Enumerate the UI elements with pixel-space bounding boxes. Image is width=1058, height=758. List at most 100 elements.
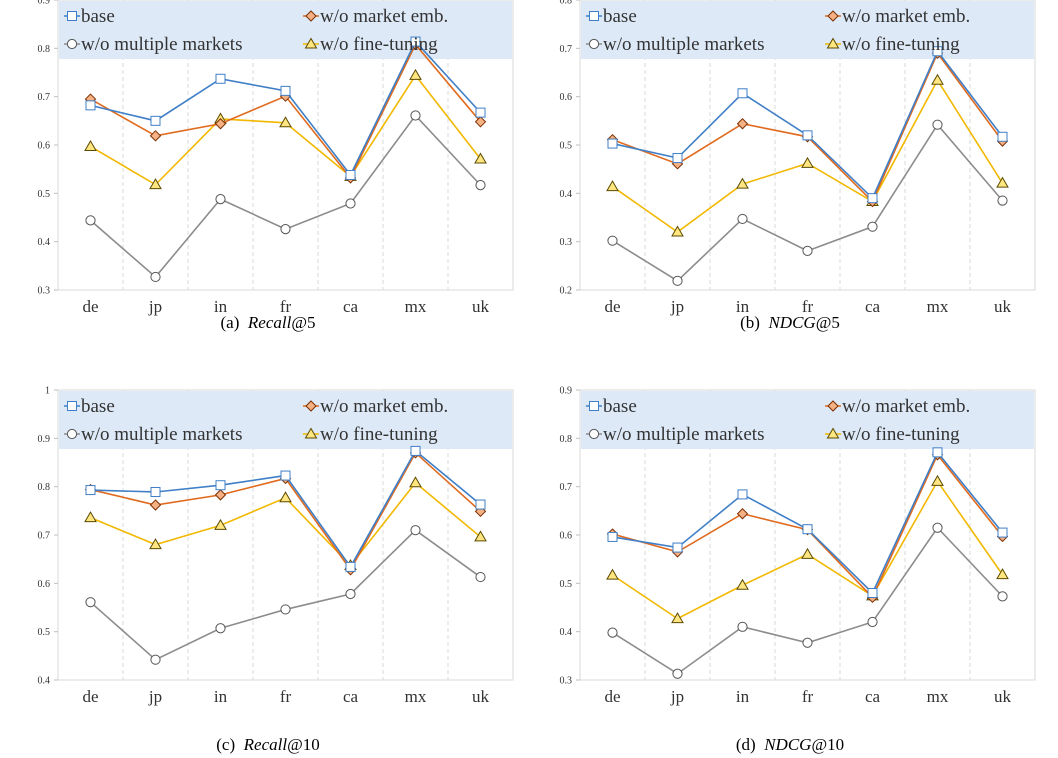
legend-marker-square [67,11,77,21]
x-tick-label: jp [148,297,162,316]
x-tick-label: fr [280,687,292,706]
series-circle [85,525,486,665]
legend-label: w/o market emb. [842,6,970,27]
x-tick-label: ca [865,687,881,706]
data-point [150,486,161,497]
data-point [606,180,619,192]
legend-label: w/o market emb. [320,6,448,27]
caption-c-prefix: (c) [216,735,236,754]
x-tick-label: in [214,297,228,316]
data-point [345,169,356,180]
caption-a-prefix: (a) [220,313,240,332]
data-point [802,524,813,535]
x-tick-label: uk [472,297,490,316]
data-point [345,198,356,209]
legend-label: w/o multiple markets [603,424,764,445]
y-tick-label: 0.8 [560,434,573,445]
x-tick-label: mx [927,687,949,706]
x-tick-label: fr [280,297,292,316]
data-point [802,130,813,141]
y-tick-label: 0.8 [560,0,573,7]
x-tick-label: mx [927,297,949,316]
data-point [150,271,161,283]
x-tick-label: uk [994,297,1012,316]
data-point [997,131,1008,142]
legend-item: base [64,6,115,27]
data-point [736,578,749,590]
data-point [737,621,748,632]
legend-item: w/o multiple markets [64,424,242,445]
data-point [85,215,96,226]
caption-d: (d) NDCG@10 [540,735,1040,755]
chart-panel-a: 0.3 0.4 0.5 0.6 0.7 0.8 0.9 de jp in fr ca mx uk base w… [18,0,518,340]
data-point [606,568,619,580]
data-point [932,447,943,458]
y-tick-label: 0.6 [38,579,51,590]
y-tick-label: 0.5 [38,627,51,638]
data-point [214,489,227,501]
legend-marker-circle [588,428,600,440]
data-point [149,538,162,550]
x-tick-label: de [604,687,620,706]
y-tick-label: 0.7 [38,92,51,103]
data-point [280,224,291,235]
legend-item: w/o market emb. [303,6,448,27]
x-tick-label: de [82,687,98,706]
caption-b: (b) NDCG@5 [540,313,1040,333]
legend-label: w/o multiple markets [81,34,242,55]
data-point [410,36,421,47]
y-tick-label: 0.4 [560,189,573,200]
y-tick-label: 0.7 [560,482,573,493]
legend-label: w/o fine-tuning [842,34,960,55]
caption-d-k: @10 [811,735,845,754]
legend-marker-diamond [827,10,839,22]
legend-label: w/o market emb. [842,396,970,417]
data-point [279,491,292,503]
data-point [867,193,878,204]
caption-b-metric: NDCG [768,313,816,332]
legend-marker-circle [66,428,78,440]
legend-item: w/o fine-tuning [303,34,438,55]
data-point [607,531,618,542]
data-point [279,116,292,128]
data-point [84,511,97,523]
data-point [867,616,878,628]
data-point [85,597,96,608]
y-tick-label: 1 [45,386,50,397]
x-tick-label: fr [802,297,814,316]
y-tick-label: 0.8 [38,44,51,55]
legend-marker-diamond [305,10,317,22]
legend-item: w/o multiple markets [64,34,242,55]
data-point [149,178,162,190]
data-point [345,588,356,600]
legend-label: base [603,6,637,27]
legend-marker-triangle [826,427,840,439]
series-square [85,36,486,180]
legend-label: w/o fine-tuning [842,424,960,445]
legend-item: w/o multiple markets [586,424,764,445]
legend-label: base [81,396,115,417]
data-point [409,68,422,80]
x-tick-label: ca [343,297,359,316]
data-point [672,275,683,286]
data-point [214,118,227,130]
x-tick-label: de [82,297,98,316]
data-point [474,116,487,128]
legend-marker-diamond [305,400,317,412]
y-tick-label: 0.6 [560,531,573,542]
data-point [345,561,356,572]
series-square [607,447,1008,598]
data-point [671,612,684,624]
x-tick-label: uk [994,687,1012,706]
caption-c: (c) Recall@10 [18,735,518,755]
x-tick-label: uk [472,687,490,706]
chart-a: 0.3 0.4 0.5 0.6 0.7 0.8 0.9 de jp in fr ca mx uk base w… [38,0,514,316]
y-tick-label: 0.2 [560,286,573,297]
data-point [410,525,421,536]
legend-marker-triangle [826,37,840,49]
caption-b-prefix: (b) [740,313,760,332]
data-point [150,654,161,665]
legend-marker-square [589,401,599,411]
chart-d: 0.3 0.4 0.5 0.6 0.7 0.8 0.9 de jp in fr ca mx uk base w… [560,386,1036,706]
chart-panel-b: 0.2 0.3 0.4 0.5 0.6 0.7 0.8 de jp in fr ca mx uk base w… [540,0,1040,340]
